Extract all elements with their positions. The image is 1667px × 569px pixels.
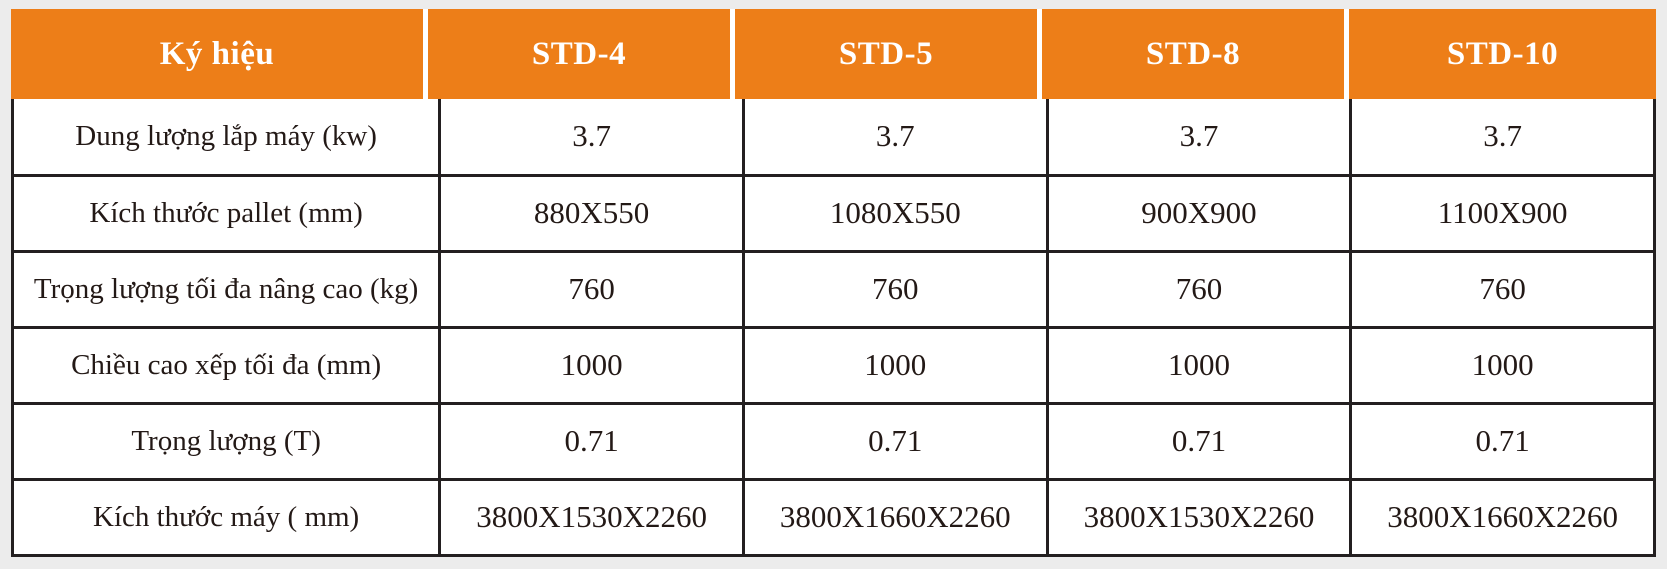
header-cell-std-5: STD-5	[735, 9, 1042, 99]
header-cell-std-4: STD-4	[428, 9, 735, 99]
table-header-row: Ký hiệu STD-4 STD-5 STD-8 STD-10	[11, 9, 1656, 99]
value-cell: 0.71	[741, 401, 1049, 481]
header-cell-std-10: STD-10	[1349, 9, 1656, 99]
value-cell: 900X900	[1045, 173, 1353, 253]
value-cell: 3.7	[1349, 99, 1656, 177]
value-cell: 3800X1660X2260	[741, 477, 1049, 558]
value-cell: 760	[1349, 249, 1656, 329]
row-label: Chiều cao xếp tối đa (mm)	[10, 325, 442, 405]
value-cell: 760	[1045, 249, 1353, 329]
value-cell: 3.7	[1045, 99, 1353, 177]
table-row: Kích thước pallet (mm) 880X550 1080X550 …	[10, 173, 1656, 253]
table-row: Chiều cao xếp tối đa (mm) 1000 1000 1000…	[10, 325, 1656, 405]
value-cell: 1000	[1349, 325, 1656, 405]
value-cell: 0.71	[438, 401, 745, 481]
spec-table-body: Dung lượng lắp máy (kw) 3.7 3.7 3.7 3.7 …	[10, 99, 1656, 558]
value-cell: 760	[438, 249, 745, 329]
header-cell-std-8: STD-8	[1042, 9, 1349, 99]
value-cell: 3800X1530X2260	[438, 477, 745, 558]
table-row: Kích thước máy ( mm) 3800X1530X2260 3800…	[10, 477, 1656, 558]
value-cell: 3800X1660X2260	[1349, 477, 1656, 558]
table-row: Trọng lượng tối đa nâng cao (kg) 760 760…	[10, 249, 1656, 329]
value-cell: 880X550	[438, 173, 745, 253]
value-cell: 3.7	[741, 99, 1049, 177]
value-cell: 0.71	[1349, 401, 1656, 481]
row-label: Trọng lượng tối đa nâng cao (kg)	[10, 249, 442, 329]
header-cell-ky-hieu: Ký hiệu	[11, 9, 428, 99]
value-cell: 1080X550	[741, 173, 1049, 253]
value-cell: 1000	[1045, 325, 1353, 405]
value-cell: 0.71	[1045, 401, 1353, 481]
row-label: Kích thước máy ( mm)	[10, 477, 442, 558]
row-label: Trọng lượng (T)	[10, 401, 442, 481]
value-cell: 1000	[741, 325, 1049, 405]
value-cell: 760	[741, 249, 1049, 329]
row-label: Kích thước pallet (mm)	[10, 173, 442, 253]
value-cell: 1000	[438, 325, 745, 405]
table-row: Dung lượng lắp máy (kw) 3.7 3.7 3.7 3.7	[10, 99, 1656, 177]
row-label: Dung lượng lắp máy (kw)	[10, 99, 442, 177]
value-cell: 1100X900	[1349, 173, 1656, 253]
table-row: Trọng lượng (T) 0.71 0.71 0.71 0.71	[10, 401, 1656, 481]
value-cell: 3800X1530X2260	[1045, 477, 1353, 558]
value-cell: 3.7	[438, 99, 745, 177]
